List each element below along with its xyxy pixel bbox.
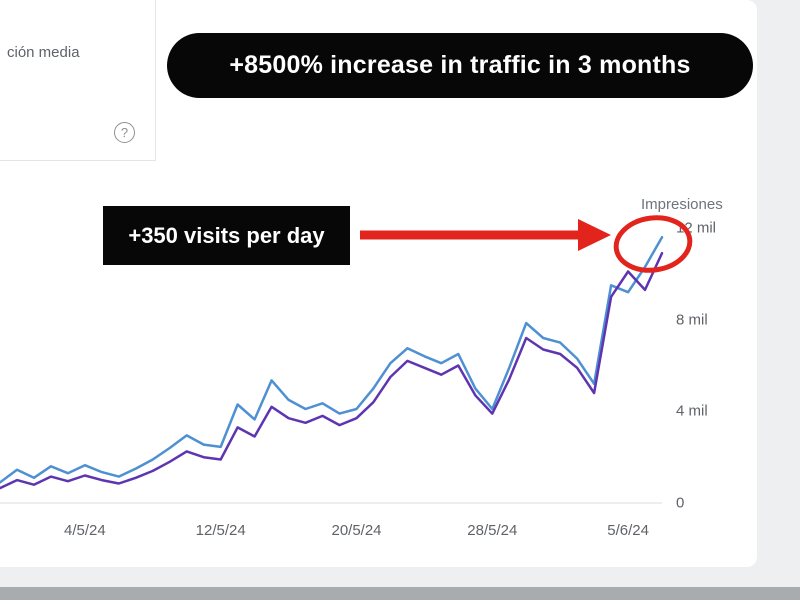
metric-card: ción media ? (0, 0, 156, 161)
y-tick-label: 4 mil (676, 402, 708, 420)
metric-card-label: ción media (7, 44, 80, 61)
callout-text: +350 visits per day (128, 222, 325, 248)
x-tick-label: 12/5/24 (195, 522, 246, 539)
red-circle-annotation (613, 215, 693, 273)
question-mark-glyph: ? (120, 125, 129, 140)
impressions-axis-label: Impresiones (641, 196, 723, 213)
blue-series-line (0, 235, 664, 484)
x-tick-label: 5/6/24 (607, 522, 649, 539)
purple-series-line (0, 251, 664, 490)
traffic-line-chart (0, 235, 664, 504)
red-arrow-icon (360, 219, 611, 251)
traffic-increase-banner: +8500% increase in traffic in 3 months (167, 33, 753, 98)
x-tick-label: 4/5/24 (64, 522, 106, 539)
search-console-card: ción media ? +8500% increase in traffic … (0, 0, 757, 567)
banner-text: +8500% increase in traffic in 3 months (229, 51, 691, 79)
visits-per-day-callout: +350 visits per day (103, 206, 350, 265)
x-tick-label: 20/5/24 (331, 522, 382, 539)
y-tick-label: 8 mil (676, 311, 708, 329)
x-axis: 4/5/24 12/5/24 20/5/24 28/5/24 5/6/24 (0, 522, 670, 544)
bottom-window-edge (0, 587, 800, 600)
x-tick-label: 28/5/24 (467, 522, 518, 539)
help-icon[interactable]: ? (114, 122, 135, 143)
y-tick-label: 0 (676, 494, 685, 512)
